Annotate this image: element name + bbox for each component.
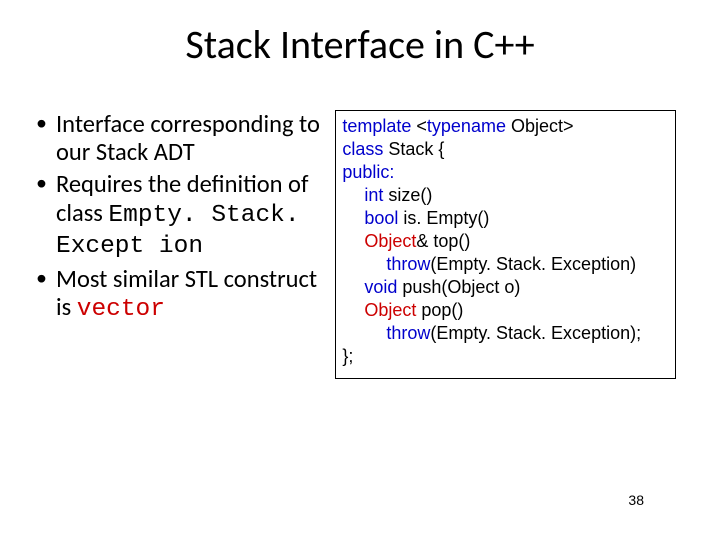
kw-throw2: throw: [386, 323, 430, 343]
slide-title: Stack Interface in C++: [0, 20, 720, 69]
code-l6b: & top(): [416, 231, 470, 251]
code-line-3: public:: [342, 161, 669, 184]
page-number: 38: [628, 492, 644, 508]
code-line-6: Object& top(): [342, 230, 669, 253]
code-line-4: int size(): [342, 184, 669, 207]
code-l7b: (Empty. Stack. Exception): [430, 254, 636, 274]
kw-void: void: [364, 277, 397, 297]
slide: Stack Interface in C++ Interface corresp…: [0, 0, 720, 540]
kw-int: int: [364, 185, 383, 205]
code-l5b: is. Empty(): [398, 208, 489, 228]
bullet-item-2: Requires the definition of class Empty. …: [36, 170, 329, 261]
code-l8b: push(Object o): [397, 277, 520, 297]
code-l1d: Object>: [506, 116, 574, 136]
kw-object1: Object: [364, 231, 416, 251]
kw-typename: typename: [427, 116, 506, 136]
code-line-10: throw(Empty. Stack. Exception);: [342, 322, 669, 345]
code-l4b: size(): [383, 185, 432, 205]
code-l2b: Stack {: [383, 139, 444, 159]
bullet-list: Interface corresponding to our Stack ADT…: [36, 110, 329, 324]
code-line-9: Object pop(): [342, 299, 669, 322]
code-l9b: pop(): [416, 300, 463, 320]
bullet-item-3: Most similar STL construct is vector: [36, 265, 329, 324]
code-line-2: class Stack {: [342, 138, 669, 161]
bullet-3-code: vector: [77, 296, 165, 323]
content-area: Interface corresponding to our Stack ADT…: [36, 110, 676, 379]
code-line-7: throw(Empty. Stack. Exception): [342, 253, 669, 276]
kw-throw1: throw: [386, 254, 430, 274]
kw-public: public:: [342, 162, 394, 182]
code-l1b: <: [411, 116, 427, 136]
code-column: template <typename Object> class Stack {…: [335, 110, 676, 379]
kw-object2: Object: [364, 300, 416, 320]
code-box: template <typename Object> class Stack {…: [335, 110, 676, 379]
kw-bool: bool: [364, 208, 398, 228]
code-line-11: };: [342, 345, 669, 368]
bullet-item-1: Interface corresponding to our Stack ADT: [36, 110, 329, 166]
code-line-1: template <typename Object>: [342, 115, 669, 138]
bullet-list-column: Interface corresponding to our Stack ADT…: [36, 110, 329, 379]
code-line-8: void push(Object o): [342, 276, 669, 299]
code-l10b: (Empty. Stack. Exception);: [430, 323, 641, 343]
code-line-5: bool is. Empty(): [342, 207, 669, 230]
kw-template: template: [342, 116, 411, 136]
kw-class: class: [342, 139, 383, 159]
